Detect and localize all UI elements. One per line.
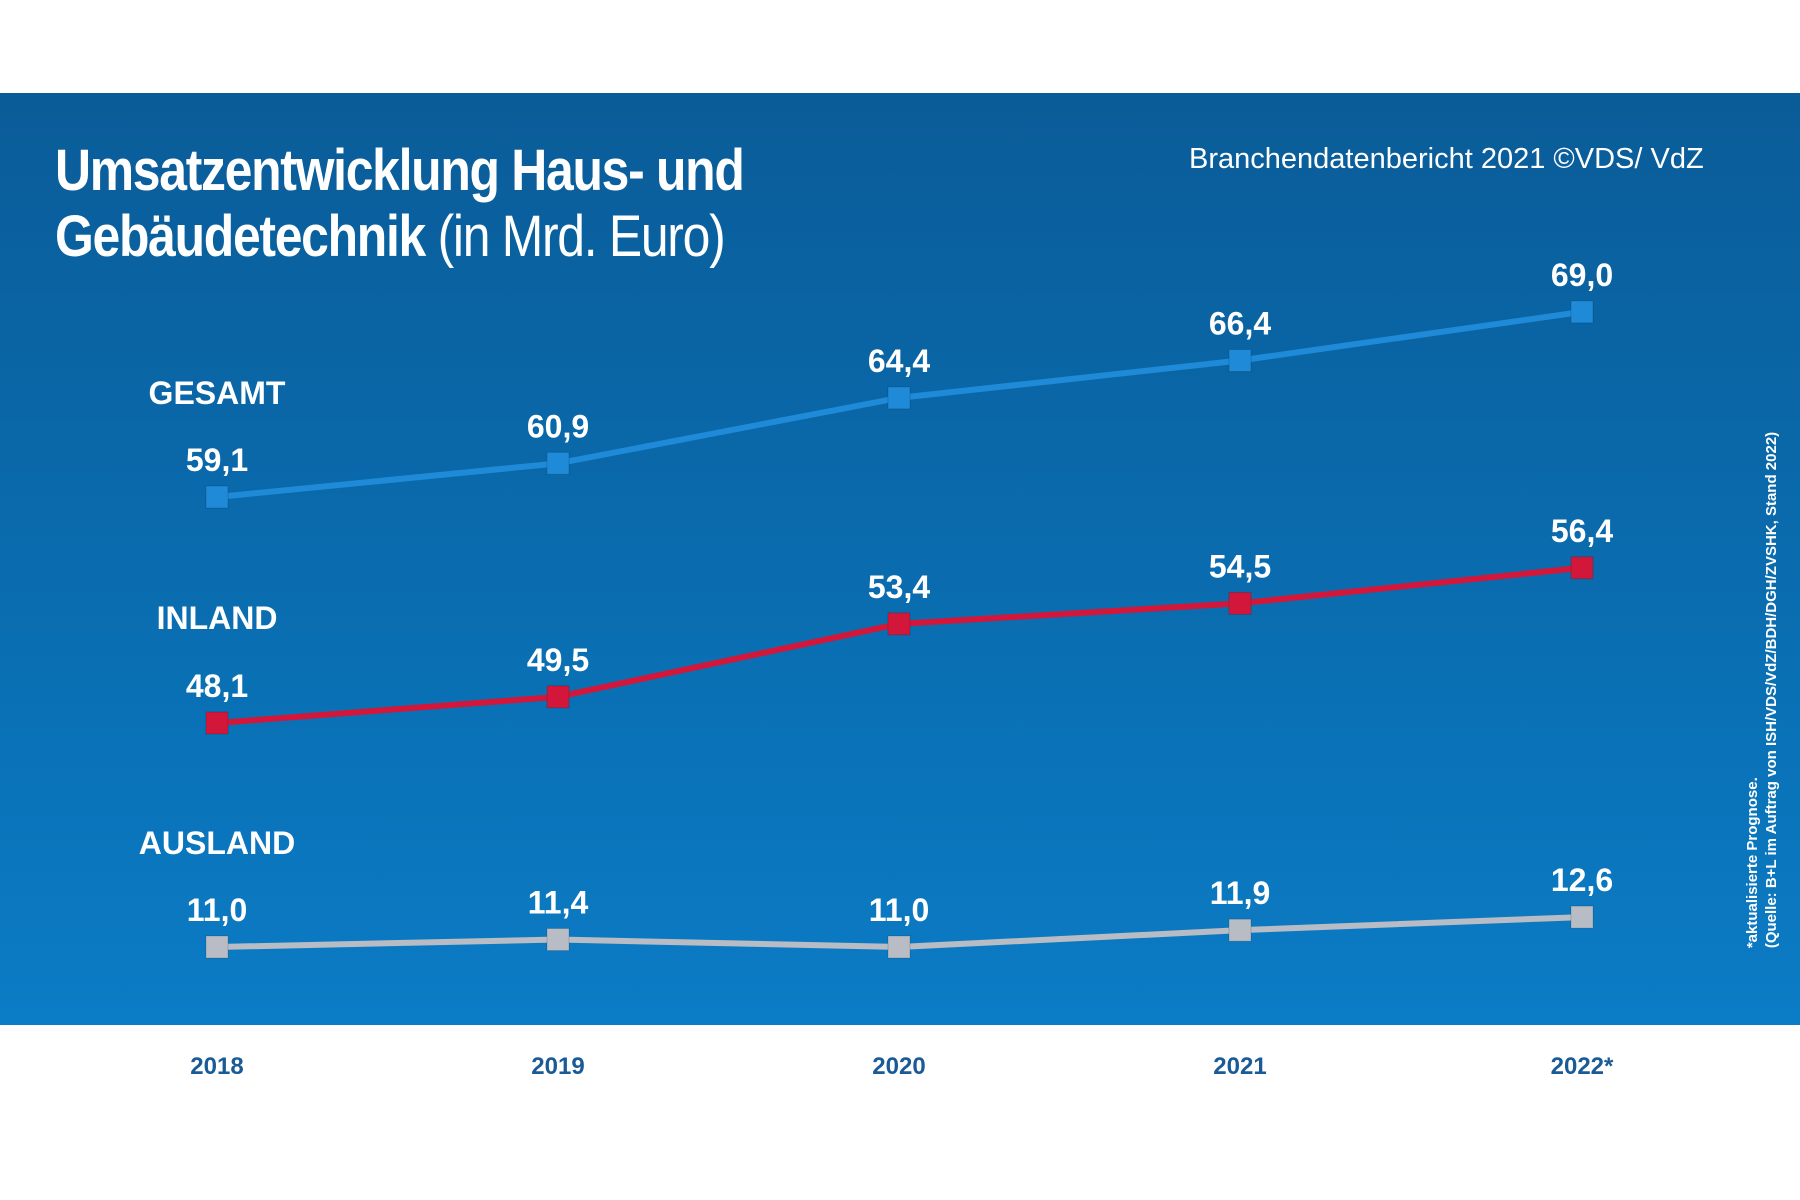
data-label: 11,0 — [869, 892, 930, 928]
title-line-1: Umsatzentwicklung Haus- und — [55, 138, 745, 203]
x-tick-label: 2020 — [872, 1053, 925, 1080]
data-label: 49,5 — [527, 642, 589, 678]
data-point-marker — [205, 485, 229, 509]
unit-label: (in Mrd. Euro) — [437, 204, 726, 269]
data-point-marker — [546, 451, 570, 475]
x-tick-label: 2019 — [531, 1053, 584, 1080]
data-point-marker — [1228, 918, 1252, 942]
data-point-marker — [887, 612, 911, 636]
data-label: 11,0 — [187, 892, 248, 928]
data-point-marker — [1570, 556, 1594, 580]
title-line-2-bold: Gebäudetechnik — [55, 204, 426, 269]
data-label: 69,0 — [1551, 257, 1613, 293]
chart-background — [0, 93, 1800, 1025]
data-label: 54,5 — [1209, 548, 1271, 584]
data-point-marker — [887, 386, 911, 410]
title-line-2: Gebäudetechnik (in Mrd. Euro) — [55, 204, 744, 270]
data-label: 60,9 — [527, 408, 589, 444]
data-label: 66,4 — [1209, 305, 1271, 341]
data-point-marker — [546, 928, 570, 952]
x-tick-label: 2022* — [1551, 1053, 1614, 1080]
series-label: AUSLAND — [139, 825, 295, 861]
data-point-marker — [1228, 348, 1252, 372]
data-point-marker — [546, 685, 570, 709]
data-label: 11,4 — [528, 885, 589, 921]
data-point-marker — [205, 935, 229, 959]
data-label: 59,1 — [186, 442, 248, 478]
source-credit: Branchendatenbericht 2021 ©VDS/ VdZ — [1189, 143, 1704, 175]
chart-title: Umsatzentwicklung Haus- und Gebäudetechn… — [55, 138, 745, 270]
series-label: INLAND — [157, 600, 278, 636]
x-tick-label: 2021 — [1213, 1053, 1266, 1080]
data-point-marker — [1570, 300, 1594, 324]
data-point-marker — [887, 935, 911, 959]
data-label: 11,9 — [1210, 875, 1271, 911]
data-label: 64,4 — [868, 343, 930, 379]
data-point-marker — [1228, 591, 1252, 615]
x-tick-label: 2018 — [190, 1053, 243, 1080]
data-label: 56,4 — [1551, 513, 1613, 549]
data-point-marker — [1570, 905, 1594, 929]
data-point-marker — [205, 711, 229, 735]
data-label: 53,4 — [868, 569, 930, 605]
data-label: 12,6 — [1551, 862, 1613, 898]
data-label: 48,1 — [186, 668, 248, 704]
series-label: GESAMT — [149, 375, 286, 411]
